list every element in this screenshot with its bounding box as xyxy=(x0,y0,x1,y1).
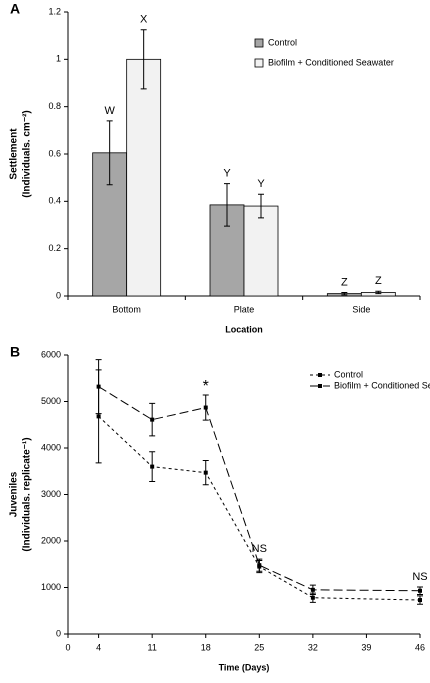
bar xyxy=(243,205,279,297)
y-tick-label: 0.4 xyxy=(48,196,61,206)
y-tick-label: 1 xyxy=(56,54,61,64)
x-tick-label: Bottom xyxy=(112,304,141,314)
marker xyxy=(310,587,315,592)
legend-label: Biofilm + Conditioned Seawater xyxy=(334,380,430,390)
annotation: NS xyxy=(252,543,267,555)
marker xyxy=(203,470,208,475)
y-tick-label: 0 xyxy=(56,628,61,638)
legend-swatch xyxy=(254,38,264,48)
panel-label: B xyxy=(10,344,20,360)
y-tick-label: 6000 xyxy=(41,349,61,359)
x-tick-label: 18 xyxy=(201,642,211,652)
y-tick-label: 0.6 xyxy=(48,148,61,158)
significance-letter: Y xyxy=(257,178,265,190)
y-tick-label: 1000 xyxy=(41,582,61,592)
y-axis-label: Juveniles xyxy=(9,471,20,517)
error-bar xyxy=(375,290,382,295)
y-axis-label: Settlement xyxy=(9,128,20,180)
x-tick-label: 11 xyxy=(148,642,157,652)
legend-marker xyxy=(318,373,322,377)
x-tick-label: 4 xyxy=(96,642,101,652)
x-tick-label: 32 xyxy=(308,642,318,652)
y-tick-label: 1.2 xyxy=(48,6,61,16)
y-tick-label: 4000 xyxy=(41,442,61,452)
error-bar xyxy=(106,120,113,186)
y-tick-label: 2000 xyxy=(41,535,61,545)
legend-label: Biofilm + Conditioned Seawater xyxy=(268,57,394,67)
x-tick-label: Side xyxy=(352,304,370,314)
y-tick-label: 5000 xyxy=(41,396,61,406)
significance-letter: Y xyxy=(223,167,231,179)
x-tick-label: 39 xyxy=(361,642,371,652)
y-tick-label: 0.8 xyxy=(48,101,61,111)
significance-letter: Z xyxy=(375,275,382,287)
x-tick-label: 46 xyxy=(415,642,425,652)
significance-letter: W xyxy=(104,105,115,117)
marker xyxy=(310,595,315,600)
marker xyxy=(150,464,155,469)
significance-letter: Z xyxy=(341,276,348,288)
annotation: * xyxy=(203,378,209,395)
y-axis-label: (Individuals. replicate⁻¹) xyxy=(22,437,33,551)
y-tick-label: 3000 xyxy=(41,489,61,499)
marker xyxy=(203,405,208,410)
error-bar xyxy=(224,183,230,227)
marker xyxy=(257,563,262,568)
y-tick-label: 0.2 xyxy=(48,243,61,253)
annotation: NS xyxy=(412,571,427,583)
marker xyxy=(96,414,101,419)
x-tick-label: 0 xyxy=(65,642,70,652)
legend-marker xyxy=(318,384,322,388)
x-tick-label: 25 xyxy=(254,642,264,652)
error-bar xyxy=(341,291,348,296)
marker xyxy=(418,598,422,603)
line xyxy=(98,386,421,592)
legend-label: Control xyxy=(334,369,363,379)
x-axis-label: Location xyxy=(225,324,263,334)
error-bar xyxy=(140,29,147,90)
x-tick-label: Plate xyxy=(234,304,255,314)
marker xyxy=(418,588,422,593)
panel-label: A xyxy=(10,1,20,17)
marker xyxy=(150,417,155,422)
significance-letter: X xyxy=(140,14,148,26)
legend-swatch xyxy=(254,58,264,68)
y-tick-label: 0 xyxy=(56,290,61,300)
line xyxy=(98,416,421,601)
bar xyxy=(126,58,162,297)
legend-label: Control xyxy=(268,37,297,47)
x-axis-label: Time (Days) xyxy=(219,662,270,672)
marker xyxy=(96,384,101,389)
y-axis-label: (Individuals. cm⁻²) xyxy=(22,110,33,198)
error-bar xyxy=(258,193,264,219)
